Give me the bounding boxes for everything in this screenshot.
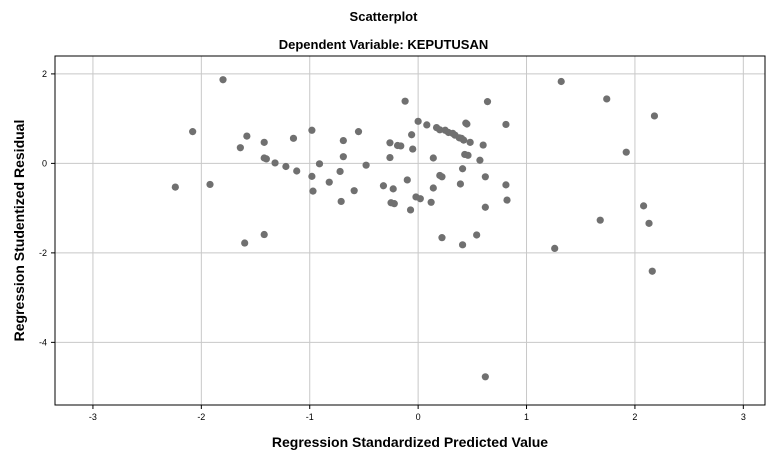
data-point (389, 185, 397, 193)
data-point (337, 197, 345, 206)
chart-subtitle: Dependent Variable: KEPUTUSAN (278, 37, 489, 52)
data-point (473, 231, 481, 239)
data-point (479, 141, 487, 149)
data-point (416, 195, 424, 203)
data-point (458, 241, 467, 249)
x-tick-label: 1 (524, 412, 529, 422)
data-point (171, 183, 179, 191)
data-point (622, 148, 630, 156)
data-point (438, 173, 446, 181)
data-point (308, 126, 316, 134)
data-point (325, 178, 333, 186)
data-point (603, 95, 611, 103)
data-point (456, 180, 465, 188)
data-point (406, 206, 415, 214)
data-point (379, 182, 388, 190)
data-point (414, 117, 422, 125)
axis-ticks: -3 -2 -1 0 1 2 3 -4 -2 0 2 (39, 69, 746, 422)
data-point (502, 181, 510, 189)
data-point (189, 128, 197, 136)
data-point (219, 76, 227, 84)
x-tick-label: -3 (89, 412, 97, 422)
data-point (481, 373, 489, 381)
data-point (260, 138, 268, 146)
x-tick-label: 3 (741, 412, 746, 422)
data-point (309, 187, 317, 195)
data-point (502, 120, 510, 129)
data-point (458, 165, 467, 173)
data-point (438, 234, 446, 242)
data-point (401, 97, 409, 105)
data-point (551, 244, 559, 252)
data-point (427, 198, 435, 206)
data-point (650, 112, 659, 120)
data-point (271, 159, 279, 167)
data-point (390, 200, 398, 208)
data-point (466, 138, 474, 146)
data-point (386, 153, 394, 162)
data-point (557, 77, 565, 86)
data-point (243, 132, 251, 140)
data-point (423, 121, 431, 129)
y-tick-label: 2 (42, 69, 47, 79)
data-point (260, 230, 268, 239)
y-tick-label: 0 (42, 158, 47, 168)
plot-frame (54, 55, 766, 406)
data-point (362, 161, 370, 169)
data-point (262, 155, 270, 163)
data-point (315, 160, 324, 168)
data-point (503, 196, 511, 204)
data-point (483, 98, 492, 106)
data-point (293, 167, 301, 175)
data-point (308, 172, 316, 180)
data-point (408, 131, 416, 139)
data-point (350, 187, 358, 195)
data-point (282, 162, 290, 171)
data-point (336, 167, 344, 176)
data-point (481, 173, 489, 181)
data-point (354, 128, 363, 136)
data-point (403, 176, 411, 184)
data-point (386, 139, 394, 147)
data-point (645, 219, 653, 227)
data-point (464, 151, 472, 159)
data-point (397, 142, 405, 150)
data-point (236, 144, 244, 152)
data-point (436, 126, 444, 134)
data-point (339, 136, 347, 145)
x-tick-label: 0 (416, 412, 421, 422)
y-tick-label: -2 (39, 248, 47, 258)
y-tick-label: -4 (39, 337, 47, 347)
x-tick-label: 2 (632, 412, 637, 422)
data-point (596, 216, 604, 224)
data-point (463, 120, 471, 128)
data-point (460, 136, 468, 144)
data-point (429, 154, 437, 162)
data-point (481, 203, 489, 211)
data-point (648, 267, 656, 275)
gridlines (55, 56, 765, 405)
data-point (289, 134, 298, 142)
x-tick-label: -1 (306, 412, 314, 422)
data-points (171, 76, 659, 381)
data-point (339, 153, 347, 161)
data-point (409, 145, 417, 153)
data-point (429, 184, 437, 192)
data-point (639, 202, 648, 210)
x-axis-label: Regression Standardized Predicted Value (272, 434, 548, 450)
y-axis-label: Regression Studentized Residual (11, 120, 27, 342)
data-point (241, 239, 249, 247)
x-tick-label: -2 (197, 412, 205, 422)
chart-title: Scatterplot (349, 9, 418, 24)
data-point (476, 156, 484, 164)
data-point (206, 180, 214, 189)
